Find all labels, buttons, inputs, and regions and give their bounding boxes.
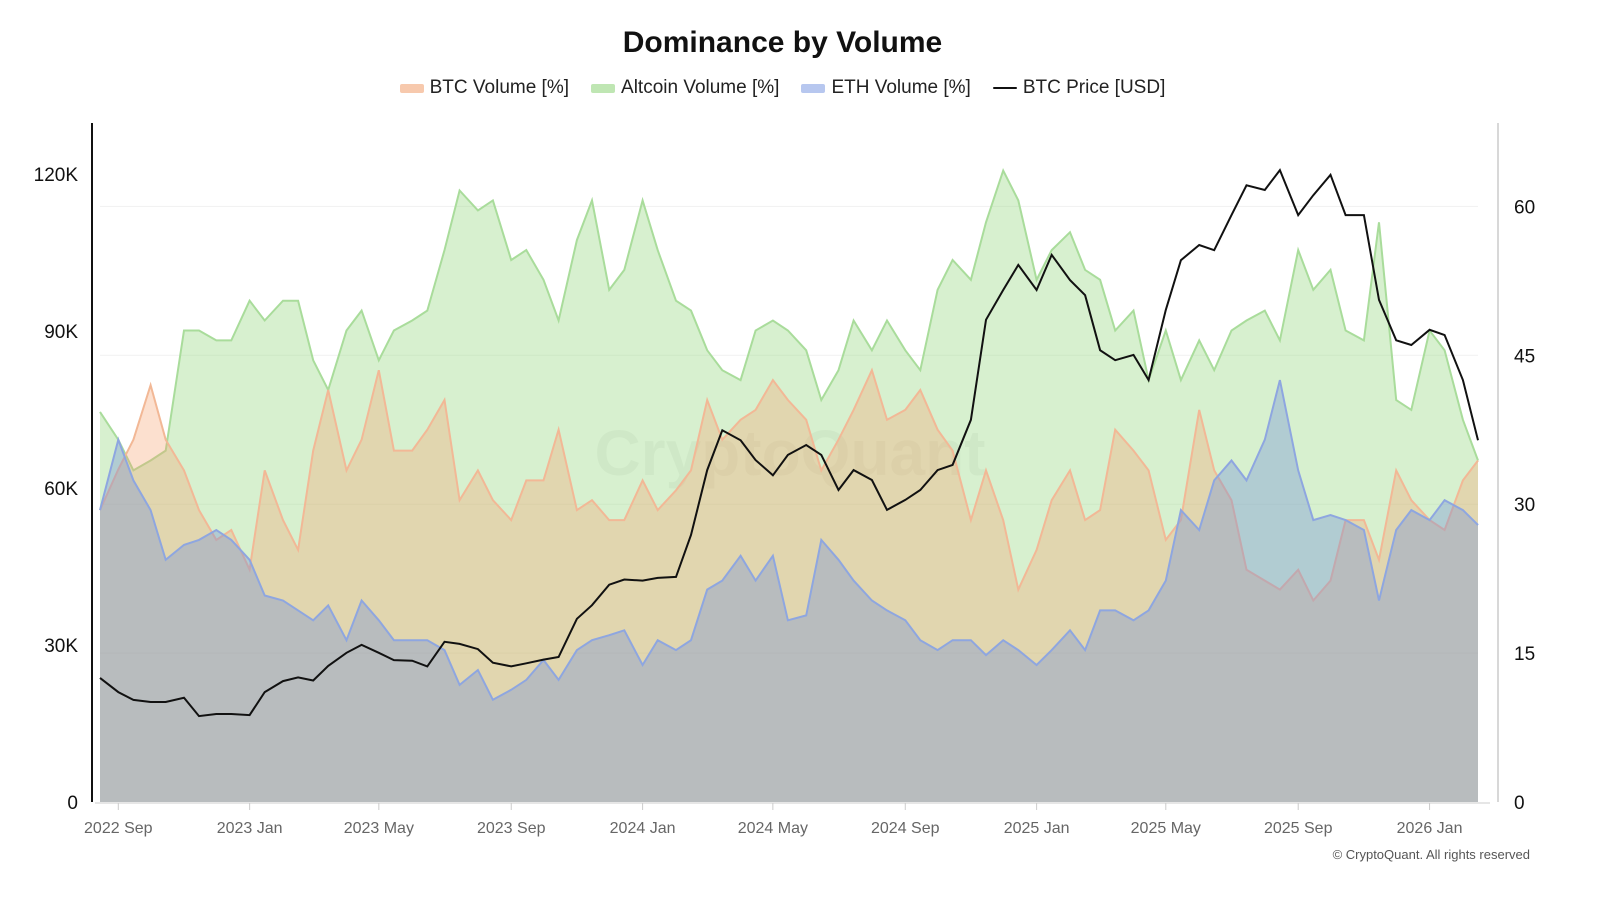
x-tick-label: 2026 Jan xyxy=(1397,820,1463,837)
line-btc xyxy=(99,367,1479,603)
legend-swatch-altcoin xyxy=(591,83,616,93)
legend-item-altcoin-volume[interactable]: Altcoin Volume [%] xyxy=(591,77,779,99)
x-tick-label: 2024 May xyxy=(738,820,808,837)
y-left-tick-label: 0 xyxy=(67,793,78,814)
y-right-tick-label: 15 xyxy=(1514,644,1535,665)
y-left-tick-label: 30K xyxy=(44,636,78,657)
area-altcoin xyxy=(100,170,1478,803)
legend-label: Altcoin Volume [%] xyxy=(621,77,780,98)
x-tick-label: 2025 Jan xyxy=(1004,820,1070,837)
chart-title: Dominance by Volume xyxy=(622,26,943,59)
legend-label: BTC Volume [%] xyxy=(429,77,570,98)
legend-label: BTC Price [USD] xyxy=(1022,77,1166,98)
line-eth xyxy=(99,379,1479,702)
legend-label: ETH Volume [%] xyxy=(831,77,971,98)
y-right-tick-label: 45 xyxy=(1514,346,1535,367)
legend-item-btc-price[interactable]: BTC Price [USD] xyxy=(992,77,1166,99)
legend-swatch-btc xyxy=(399,83,424,93)
x-tick-label: 2025 May xyxy=(1131,820,1201,837)
legend-item-eth-volume[interactable]: ETH Volume [%] xyxy=(801,77,971,99)
x-tick-label: 2025 Sep xyxy=(1264,820,1333,837)
y-right-tick-label: 60 xyxy=(1514,197,1535,218)
y-left-tick-label: 90K xyxy=(44,322,78,343)
x-tick-label: 2024 Jan xyxy=(610,820,676,837)
x-tick-label: 2023 Sep xyxy=(477,820,546,837)
y-left-tick-label: 60K xyxy=(44,479,78,500)
copyright: © CryptoQuant. All rights reserved xyxy=(1332,847,1530,862)
legend-swatch-eth xyxy=(801,83,826,93)
x-tick-label: 2023 Jan xyxy=(217,820,283,837)
y-right-tick-label: 30 xyxy=(1514,495,1535,516)
area-eth xyxy=(100,380,1478,802)
legend: BTC Volume [%] Altcoin Volume [%] ETH Vo… xyxy=(0,77,1565,99)
line-btc-price xyxy=(99,168,1479,718)
y-left-tick-label: 120K xyxy=(34,165,79,186)
x-tick-label: 2024 Sep xyxy=(871,820,940,837)
area-btc xyxy=(100,370,1478,802)
y-right-tick-label: 0 xyxy=(1514,793,1525,814)
legend-swatch-price xyxy=(992,87,1017,89)
x-tick-label: 2023 May xyxy=(344,820,414,837)
legend-item-btc-volume[interactable]: BTC Volume [%] xyxy=(399,77,570,99)
x-tick-label: 2022 Sep xyxy=(84,820,153,837)
